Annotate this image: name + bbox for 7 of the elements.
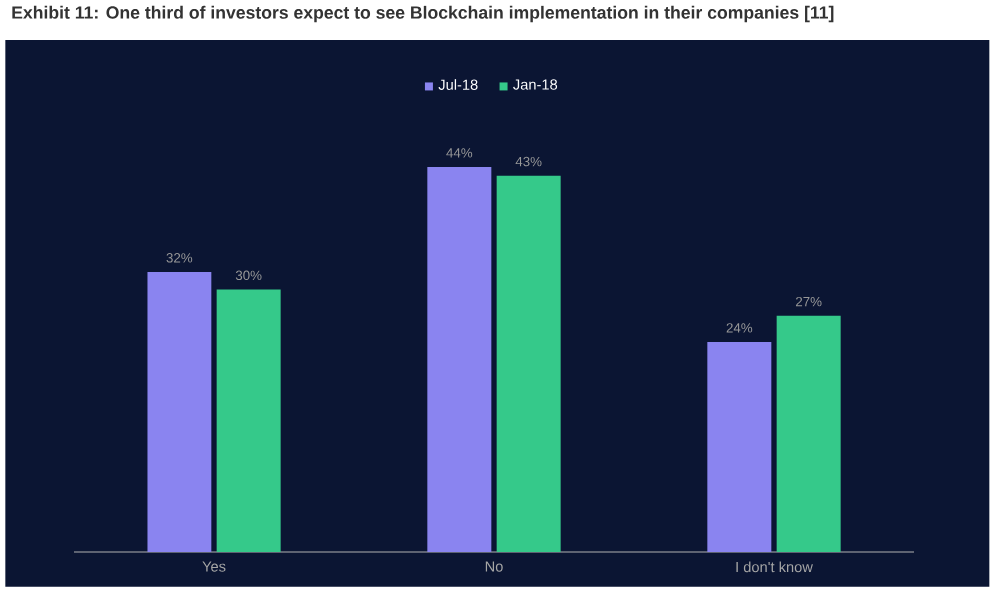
bar [496, 175, 561, 552]
bar [427, 166, 492, 552]
bar [147, 271, 212, 552]
chart-title: Exhibit 11: One third of investors expect to see Blockchain implementation in their companies [11] [12, 5, 834, 23]
bar [776, 315, 841, 552]
bar [216, 289, 281, 552]
bar [707, 341, 772, 552]
